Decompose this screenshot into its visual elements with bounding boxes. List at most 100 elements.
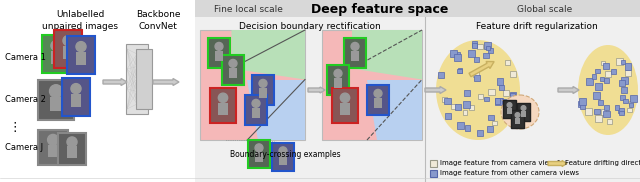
Bar: [340, 103, 349, 115]
Text: Image feature from other camera views: Image feature from other camera views: [440, 171, 579, 177]
Bar: [620, 94, 625, 100]
Text: Feature drifting direction: Feature drifting direction: [565, 161, 640, 167]
Bar: [595, 115, 602, 122]
Bar: [630, 95, 637, 102]
Bar: [628, 103, 633, 107]
Bar: [477, 130, 483, 136]
Bar: [488, 115, 494, 120]
Bar: [505, 60, 510, 65]
Bar: [351, 51, 359, 61]
Bar: [497, 78, 504, 85]
Circle shape: [374, 89, 382, 97]
Bar: [474, 75, 480, 81]
Bar: [495, 98, 500, 104]
Bar: [442, 97, 447, 102]
Bar: [486, 46, 490, 50]
Text: Backbone
ConvNet: Backbone ConvNet: [136, 10, 180, 31]
Bar: [62, 78, 90, 116]
Text: Boundary-crossing examples: Boundary-crossing examples: [230, 150, 340, 159]
Bar: [248, 140, 270, 168]
Circle shape: [71, 84, 81, 94]
Bar: [503, 90, 509, 96]
Bar: [450, 50, 457, 57]
Bar: [38, 130, 68, 165]
Polygon shape: [247, 80, 305, 140]
Circle shape: [334, 70, 342, 77]
Bar: [517, 103, 530, 121]
Bar: [515, 118, 520, 124]
Bar: [578, 101, 584, 107]
Circle shape: [507, 103, 512, 107]
Bar: [457, 122, 464, 129]
Bar: [488, 89, 495, 95]
Circle shape: [229, 60, 237, 67]
Bar: [511, 110, 524, 128]
Polygon shape: [232, 30, 305, 80]
Bar: [507, 108, 512, 114]
Bar: [595, 69, 600, 73]
Bar: [478, 94, 483, 99]
Bar: [252, 75, 274, 105]
Bar: [625, 70, 631, 76]
Bar: [595, 83, 602, 90]
Bar: [472, 41, 477, 47]
Bar: [195, 17, 425, 182]
Bar: [601, 61, 605, 65]
Bar: [195, 0, 640, 17]
Bar: [367, 85, 389, 115]
Bar: [499, 85, 504, 90]
Bar: [457, 69, 461, 74]
Bar: [616, 58, 623, 65]
Bar: [474, 72, 479, 77]
Bar: [614, 105, 620, 110]
Bar: [67, 147, 77, 158]
Bar: [451, 104, 456, 108]
Bar: [495, 98, 502, 105]
Circle shape: [259, 79, 267, 87]
Bar: [598, 100, 603, 105]
Circle shape: [218, 93, 228, 102]
Circle shape: [521, 106, 526, 110]
FancyArrow shape: [425, 86, 446, 94]
Bar: [604, 105, 609, 110]
Bar: [279, 155, 287, 165]
Bar: [438, 72, 444, 78]
Bar: [488, 48, 493, 53]
Circle shape: [252, 99, 260, 107]
Bar: [509, 71, 516, 77]
Bar: [425, 17, 640, 182]
Bar: [607, 119, 612, 124]
Bar: [42, 35, 70, 73]
FancyArrow shape: [548, 161, 567, 167]
Bar: [49, 97, 63, 111]
Bar: [67, 36, 95, 74]
Bar: [463, 101, 470, 108]
Bar: [492, 120, 497, 125]
FancyArrow shape: [308, 87, 325, 93]
Text: ⋮: ⋮: [8, 122, 20, 134]
Bar: [477, 44, 483, 49]
Text: Decision boundary rectification: Decision boundary rectification: [239, 22, 381, 31]
Bar: [603, 63, 609, 69]
Bar: [625, 63, 632, 70]
Text: Feature drift regularization: Feature drift regularization: [476, 22, 598, 31]
Bar: [621, 77, 628, 84]
Circle shape: [351, 42, 359, 50]
FancyArrow shape: [103, 78, 127, 86]
Bar: [469, 105, 474, 110]
Bar: [510, 92, 516, 99]
Circle shape: [515, 113, 520, 117]
Bar: [605, 71, 611, 77]
Bar: [54, 30, 82, 68]
Polygon shape: [367, 80, 422, 140]
Bar: [245, 95, 267, 125]
Bar: [222, 55, 244, 85]
Bar: [601, 109, 606, 115]
Bar: [463, 110, 467, 114]
Bar: [623, 99, 628, 103]
Bar: [472, 43, 477, 48]
Bar: [591, 74, 596, 79]
Circle shape: [215, 42, 223, 50]
Bar: [444, 98, 451, 104]
Text: Camera J: Camera J: [5, 143, 43, 153]
